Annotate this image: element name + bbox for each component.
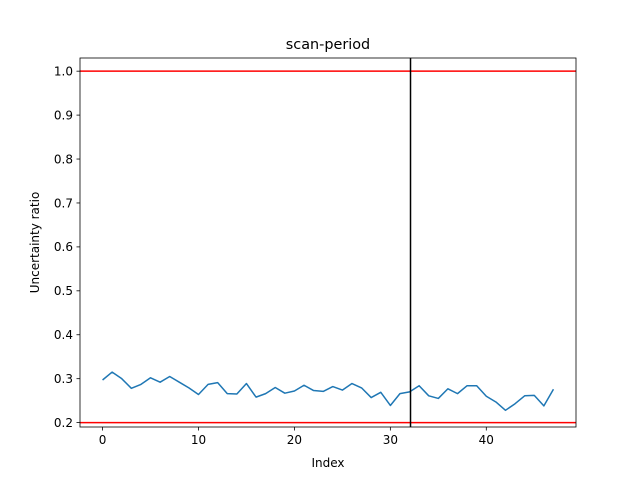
y-tick-label: 0.2 [54,416,73,430]
x-axis-label: Index [311,456,344,470]
axes-frame [79,57,577,428]
x-tick-label: 10 [191,433,206,447]
x-tick-label: 0 [99,433,107,447]
chart-title: scan-period [286,37,370,53]
y-tick-label: 1.0 [54,64,73,78]
y-axis-label: Uncertainty ratio [28,192,42,294]
y-tick-label: 0.6 [54,240,73,254]
y-tick-label: 0.9 [54,108,73,122]
y-tick-label: 0.5 [54,284,73,298]
x-tick-label: 30 [383,433,398,447]
series-line-0 [102,371,555,412]
y-tick-label: 0.7 [54,196,73,210]
chart-marks [80,58,576,427]
y-tick-label: 0.3 [54,372,73,386]
x-axis: 0 10 20 30 40 [99,427,494,447]
x-tick-label: 20 [287,433,302,447]
x-tick-label: 40 [479,433,494,447]
y-tick-label: 0.8 [54,152,73,166]
y-tick-label: 0.4 [54,328,73,342]
plot-area [80,58,576,427]
y-axis: 0.2 0.3 0.4 0.5 0.6 0.7 0.8 0.9 1.0 [54,64,80,430]
